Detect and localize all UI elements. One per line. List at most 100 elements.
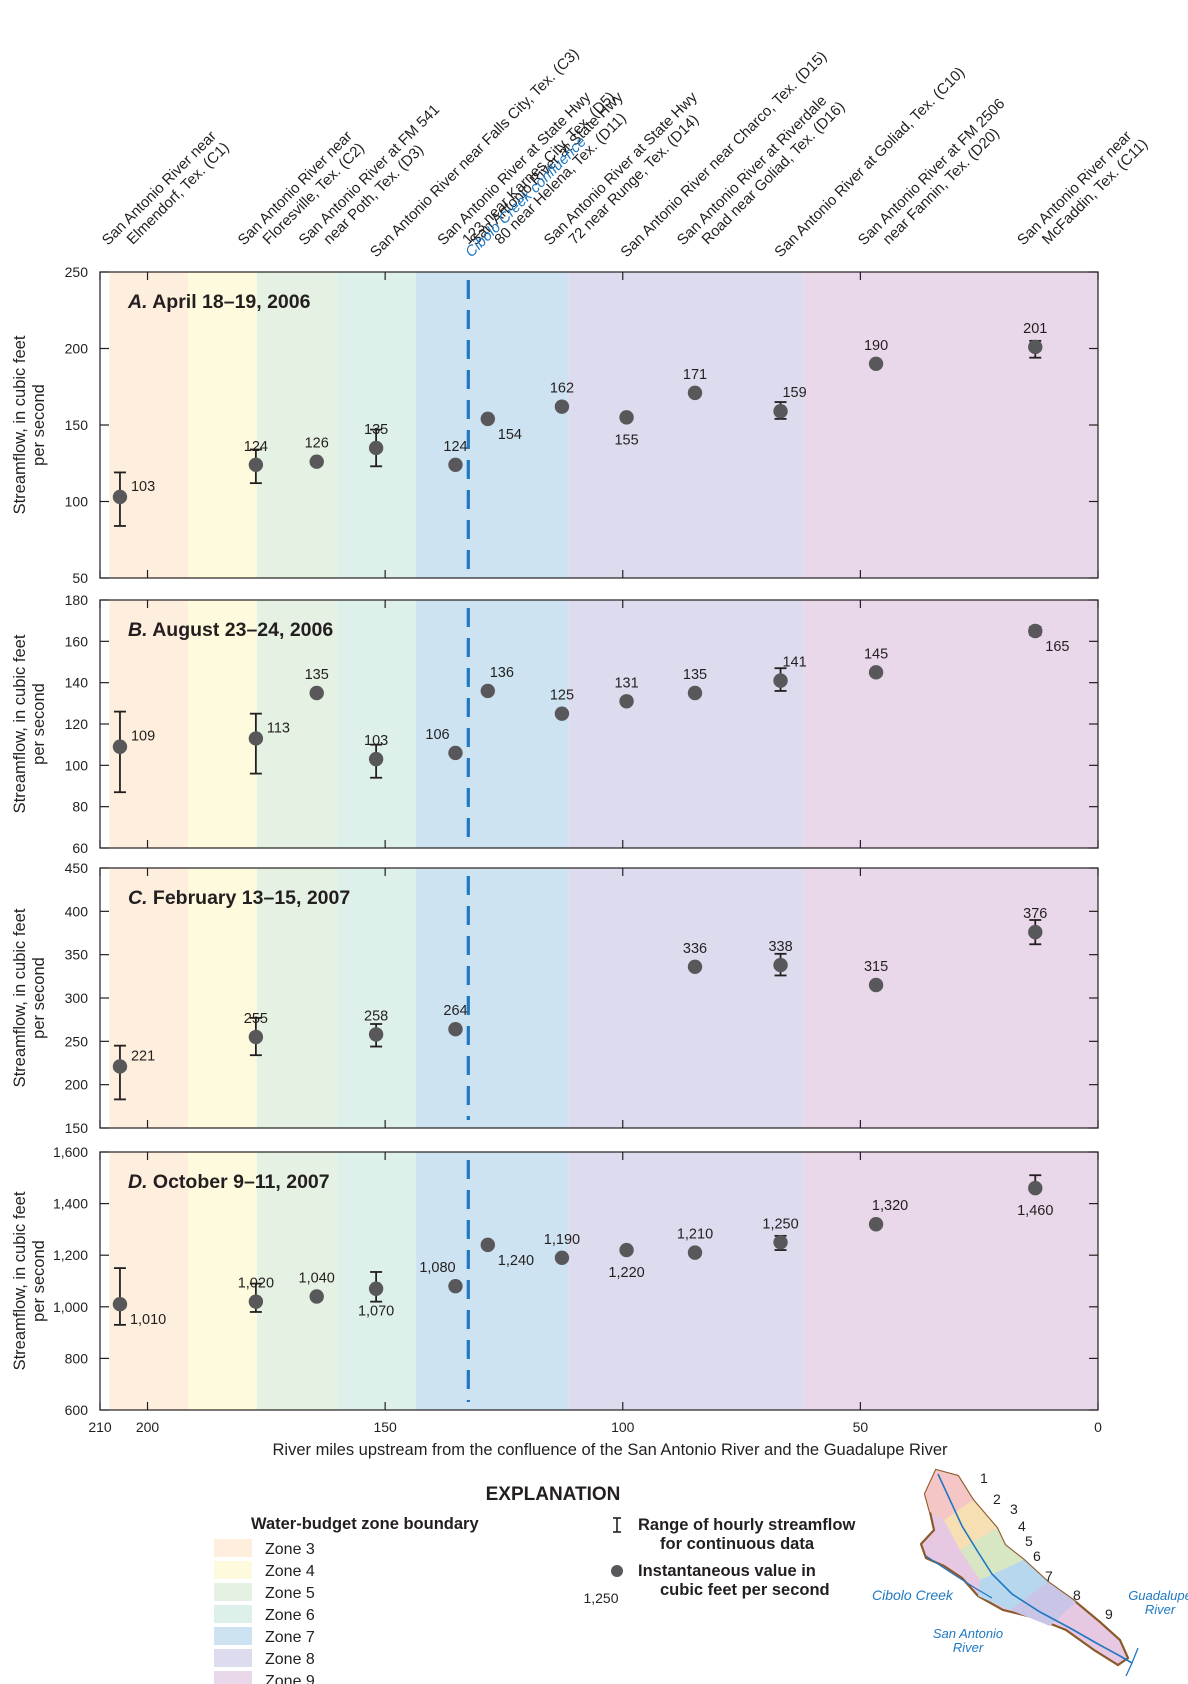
data-label: 1,240	[498, 1253, 534, 1269]
data-label: 1,080	[419, 1260, 455, 1276]
zones-heading: Water-budget zone boundary	[251, 1515, 479, 1533]
zone-band-9	[803, 272, 1098, 578]
explanation-title: EXPLANATION	[486, 1484, 621, 1505]
zone-swatch-7	[214, 1627, 252, 1645]
zone-band-5	[256, 600, 338, 848]
san-antonio-river-line	[937, 1473, 1133, 1664]
y-axis-label-line2: per second	[30, 957, 48, 1039]
y-tick-label: 250	[65, 264, 89, 280]
zone-legend-label: Zone 7	[265, 1629, 315, 1646]
zone-legend-label: Zone 8	[265, 1651, 315, 1668]
basin-zone-1	[925, 1470, 973, 1520]
data-label: 124	[443, 439, 467, 455]
y-tick-label: 100	[65, 494, 89, 510]
data-point	[112, 1297, 128, 1312]
data-label: 1,190	[544, 1232, 580, 1248]
range-legend-line2: for continuous data	[660, 1535, 815, 1553]
x-tick-label: 50	[853, 1419, 869, 1435]
data-point	[1028, 924, 1043, 940]
y-tick-label: 150	[65, 1120, 89, 1136]
data-label: 136	[490, 665, 514, 681]
data-label: 258	[364, 1008, 388, 1024]
y-tick-label: 180	[65, 592, 89, 608]
inset-zone-number: 8	[1073, 1587, 1081, 1603]
zone-band-3	[109, 600, 188, 848]
data-label: 103	[131, 479, 155, 495]
data-point	[1028, 1180, 1043, 1196]
range-bar-icon	[613, 1517, 621, 1533]
zone-legend-label: Zone 5	[265, 1585, 315, 1602]
data-point	[687, 685, 703, 701]
instantaneous-legend-line1: Instantaneous value in	[638, 1562, 816, 1580]
y-tick-label: 1,600	[53, 1144, 88, 1160]
y-axis-label-line2: per second	[30, 683, 48, 765]
data-point	[112, 489, 128, 505]
data-label: 154	[498, 427, 522, 443]
data-label: 135	[305, 667, 329, 683]
zone-band-6	[337, 272, 417, 578]
y-tick-label: 1,400	[53, 1196, 88, 1212]
site-label: San Antonio River nearMcFaddin, Tex. (C1…	[1014, 124, 1151, 261]
instantaneous-point-icon	[611, 1565, 623, 1577]
inset-zone-number: 7	[1045, 1568, 1053, 1584]
y-tick-label: 300	[65, 990, 89, 1006]
panel-letter: D.	[128, 1171, 148, 1193]
data-label: 1,040	[299, 1270, 335, 1286]
x-axis-label: River miles upstream from the confluence…	[272, 1441, 948, 1459]
y-tick-label: 140	[65, 675, 89, 691]
zone-band-6	[337, 868, 417, 1128]
basin-zone-8	[1010, 1582, 1076, 1626]
data-label: 1,020	[238, 1276, 274, 1292]
data-point	[554, 706, 570, 721]
data-point	[448, 1278, 463, 1294]
data-label: 165	[1045, 639, 1069, 655]
data-label: 1,320	[872, 1198, 908, 1214]
zone-band-7	[416, 868, 569, 1128]
data-label: 171	[683, 367, 707, 383]
data-label: 135	[364, 422, 388, 438]
y-tick-label: 60	[72, 840, 88, 856]
zone-band-4	[187, 600, 257, 848]
data-label: 1,210	[677, 1227, 713, 1243]
data-point	[554, 1250, 570, 1265]
panel-title: B. August 23–24, 2006	[128, 619, 333, 641]
data-point	[248, 1294, 264, 1309]
zone-swatch-3	[214, 1539, 252, 1557]
inset-zone-number: 2	[993, 1491, 1001, 1507]
data-point	[773, 1235, 788, 1250]
panel-date: April 18–19, 2006	[148, 291, 311, 313]
data-point	[368, 751, 384, 767]
data-label: 126	[305, 436, 329, 452]
data-point	[480, 683, 495, 699]
basin-zone-7	[978, 1560, 1048, 1610]
data-point	[868, 356, 884, 371]
y-tick-label: 250	[65, 1033, 89, 1049]
panel-title: D. October 9–11, 2007	[128, 1171, 330, 1193]
chart-panel-b: 60 80 100 120 140 160 180 Streamflow, in cubic …	[11, 592, 1099, 856]
data-label: 162	[550, 381, 574, 397]
site-labels: San Antonio River nearElmendorf, Tex. (C…	[99, 45, 1151, 261]
x-tick-label: 200	[136, 1419, 160, 1435]
y-tick-label: 80	[72, 799, 88, 815]
panel-letter: B.	[128, 619, 148, 641]
panel-letter: A.	[127, 291, 148, 313]
data-label: 103	[364, 733, 388, 749]
zone-swatch-8	[214, 1649, 252, 1667]
panel-title: A. April 18–19, 2006	[127, 291, 311, 313]
data-label: 315	[864, 959, 888, 975]
data-point	[687, 385, 703, 401]
inset-cibolo-label: Cibolo Creek	[872, 1587, 954, 1603]
zone-band-5	[256, 272, 338, 578]
data-point	[448, 1021, 463, 1037]
zone-band-8	[568, 1152, 804, 1410]
data-point	[309, 685, 324, 701]
basin-zone-5-6	[960, 1528, 1024, 1580]
zone-band-8	[568, 272, 804, 578]
zone-swatch-5	[214, 1583, 252, 1601]
chart-panel-d: 600 800 1,000 1,200 1,400 1,600 Streamflow, in…	[11, 1144, 1099, 1418]
data-label: 141	[782, 655, 806, 671]
y-tick-label: 400	[65, 903, 89, 919]
panel-date: February 13–15, 2007	[148, 887, 351, 909]
data-point	[368, 1027, 384, 1042]
